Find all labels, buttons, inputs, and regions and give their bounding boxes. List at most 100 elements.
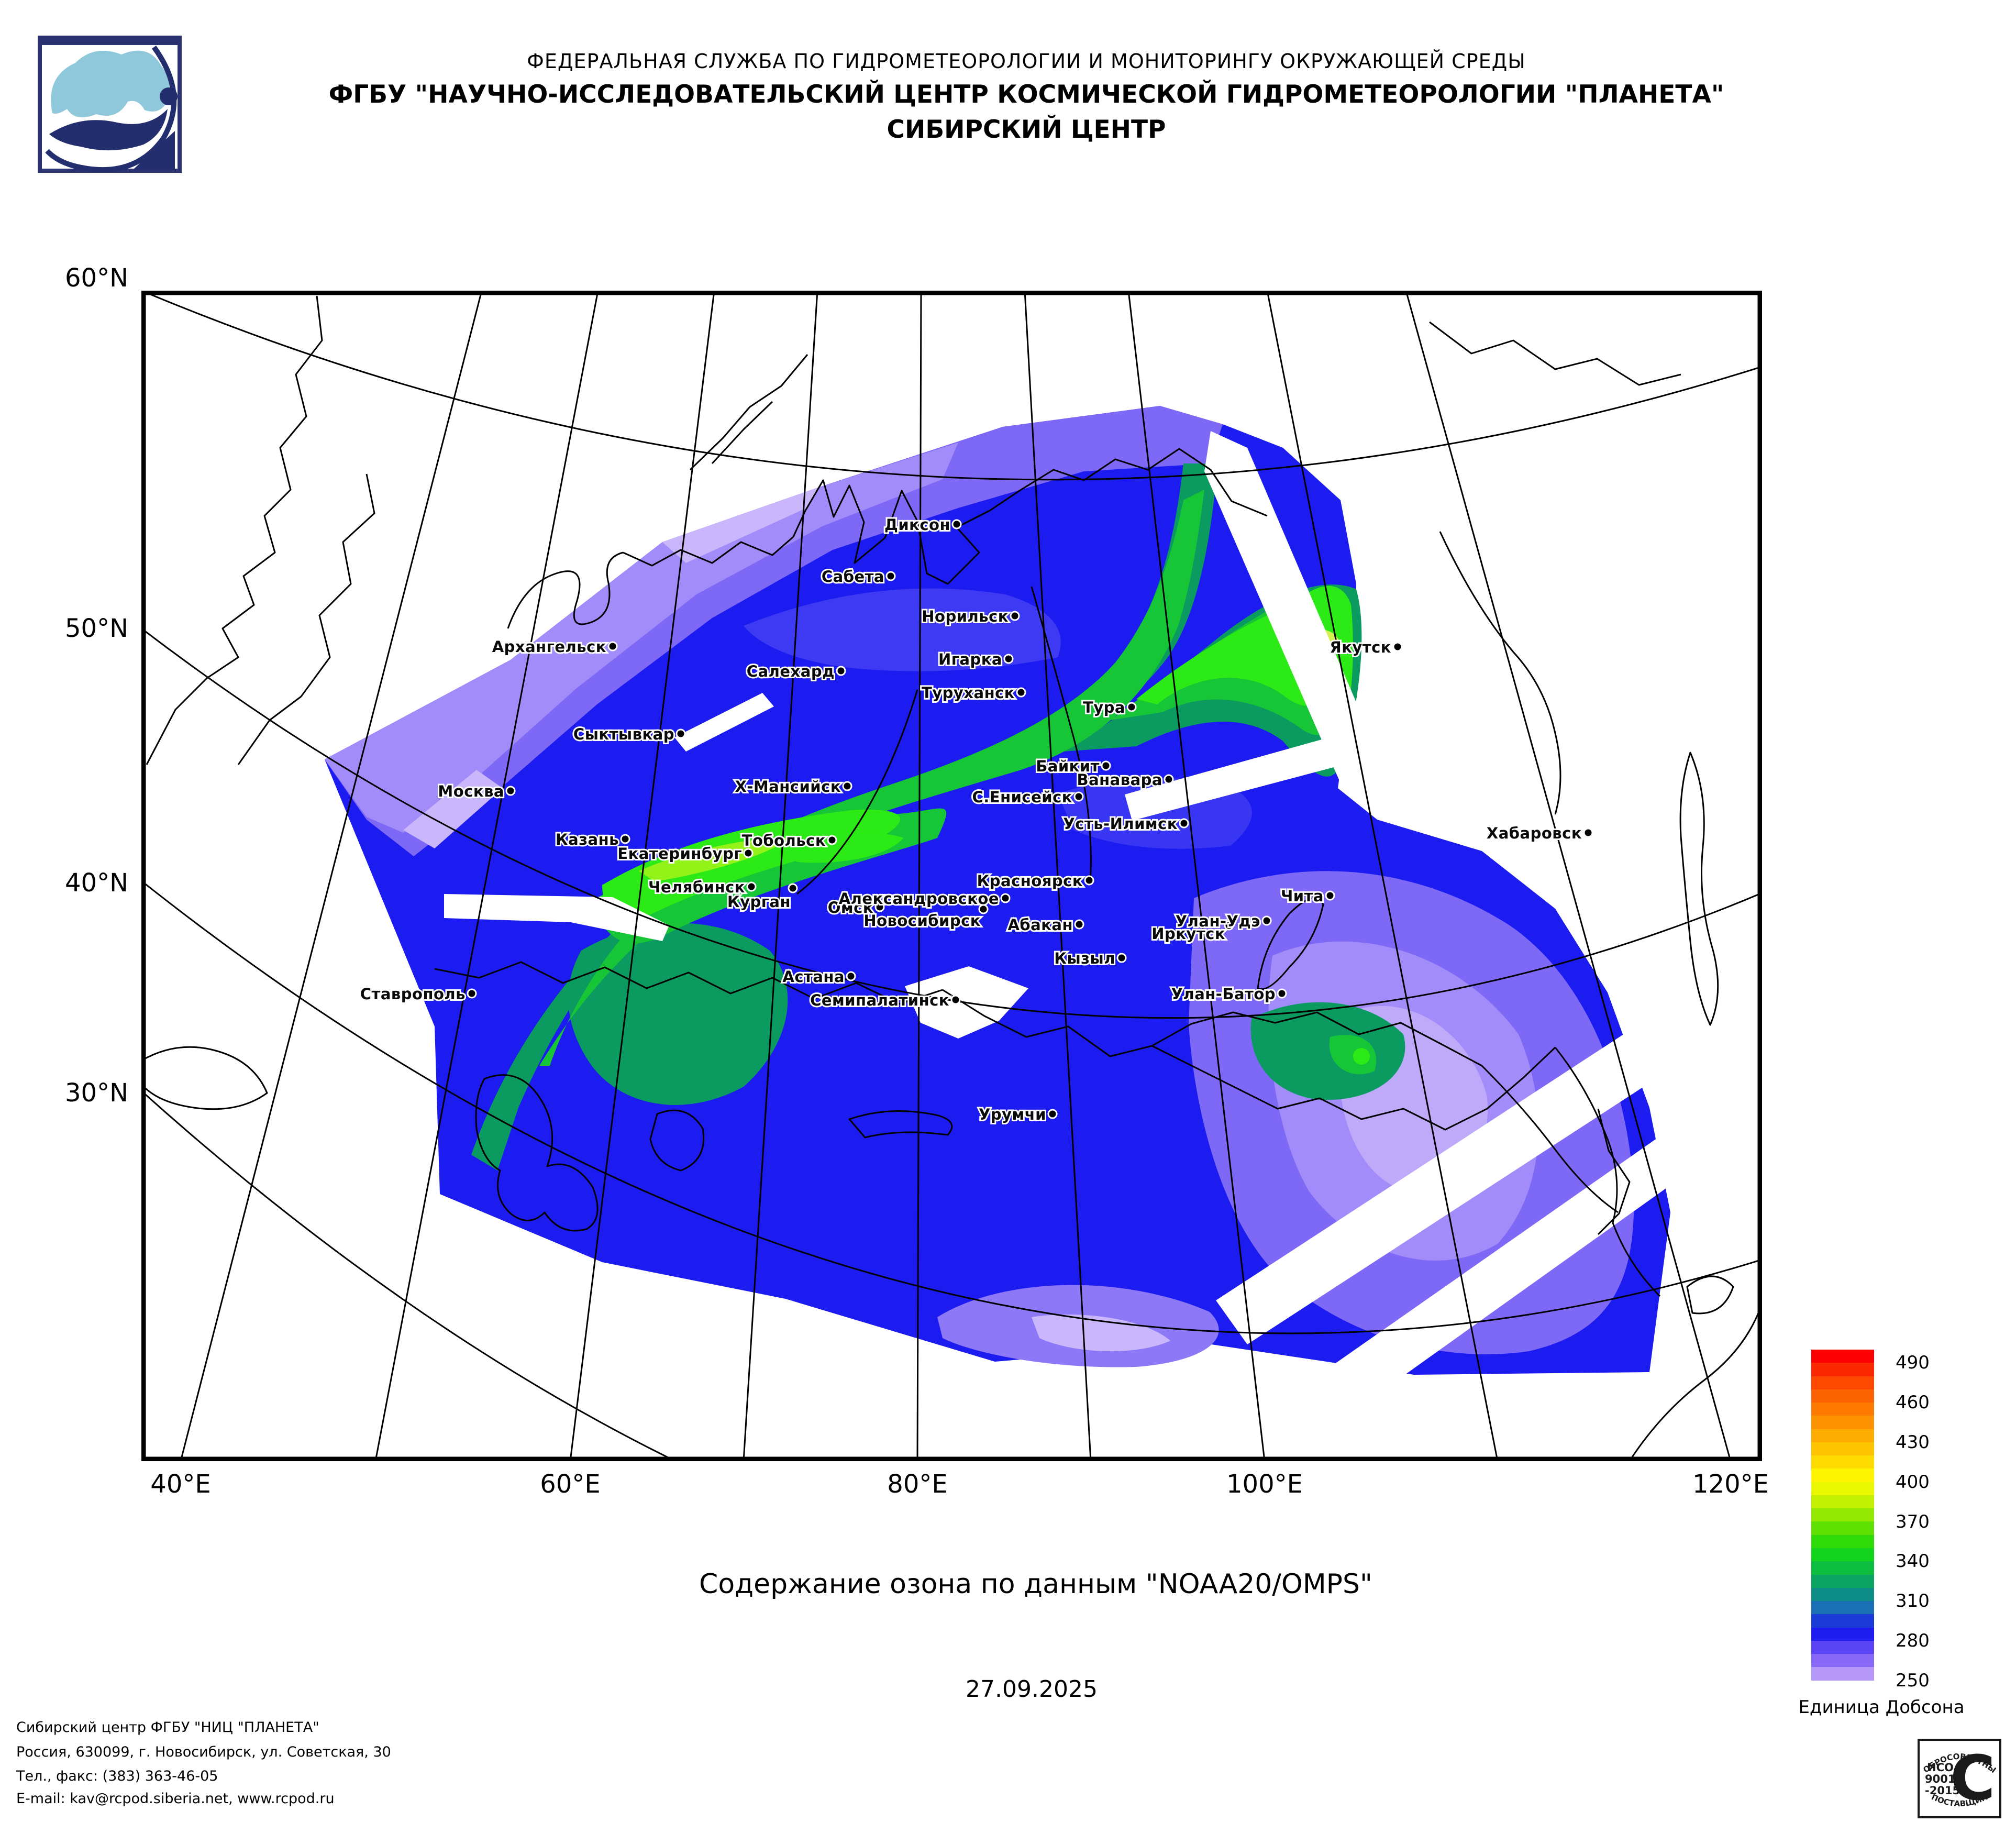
city-label: Игарка <box>938 650 1002 668</box>
colorbar-band <box>1811 1667 1874 1681</box>
city-dot <box>1101 760 1111 771</box>
city-label: Курган <box>727 893 791 911</box>
colorbar-band <box>1811 1640 1874 1654</box>
city-label: Александровское <box>839 890 999 908</box>
city-label: Казань <box>556 831 619 848</box>
city-label: Сабета <box>822 568 884 586</box>
logo-cloud <box>51 50 170 118</box>
iso-c-glyph: С <box>1950 1742 1996 1814</box>
logo-satellite-dot <box>160 87 178 105</box>
header-block: ФЕДЕРАЛЬНАЯ СЛУЖБА ПО ГИДРОМЕТЕОРОЛОГИИ … <box>37 50 2016 144</box>
footer-org: Сибирский центр ФГБУ "НИЦ "ПЛАНЕТА" <box>16 1719 319 1736</box>
legend-value-490: 490 <box>1896 1352 1930 1374</box>
colorbar-band <box>1811 1376 1874 1389</box>
city-label: Астана <box>782 968 845 986</box>
city-dot <box>620 834 630 844</box>
lon-label-40°E: 40°E <box>150 1470 211 1499</box>
city-label: Урумчи <box>979 1106 1046 1123</box>
swath-gaps <box>444 431 1722 1412</box>
city-dot <box>1126 702 1137 712</box>
colorbar-band <box>1811 1429 1874 1442</box>
city-dot <box>836 666 846 676</box>
city-dot <box>1000 893 1011 903</box>
city-label: Норильск <box>922 608 1009 625</box>
city-dot <box>978 904 989 914</box>
city-dot <box>467 988 477 999</box>
city-dot <box>743 848 754 858</box>
city-dot <box>1016 687 1026 698</box>
city-dot <box>1583 827 1593 838</box>
lat-label-60°N: 60°N <box>65 263 128 293</box>
legend-value-400: 400 <box>1896 1471 1930 1493</box>
map-date: 27.09.2025 <box>966 1676 1098 1703</box>
graticule <box>141 291 1762 1461</box>
city-label: Х-Мансийск <box>735 778 841 796</box>
legend-value-460: 460 <box>1896 1392 1930 1414</box>
colorbar-band <box>1811 1389 1874 1403</box>
logo-wave <box>49 109 168 151</box>
city-dot <box>1116 953 1127 963</box>
city-label: Усть-Илимск <box>1063 815 1178 833</box>
city-dot <box>1261 915 1272 926</box>
colorbar-band <box>1811 1403 1874 1416</box>
city-dot <box>846 971 856 981</box>
colorbar-band <box>1811 1534 1874 1548</box>
lon-label-80°E: 80°E <box>887 1470 948 1499</box>
footer-phone: Тел., факс: (383) 363-46-05 <box>16 1768 218 1784</box>
colorbar-band <box>1811 1627 1874 1641</box>
colorbar-band <box>1811 1482 1874 1495</box>
colorbar-band <box>1811 1416 1874 1429</box>
colorbar-band <box>1811 1350 1874 1363</box>
colorbar-band <box>1811 1654 1874 1668</box>
iso-standard-line1: ИСО <box>1927 1761 1954 1774</box>
city-label: Омск <box>828 899 873 916</box>
colorbar-band <box>1811 1468 1874 1482</box>
city-label: Челябинск <box>648 878 745 896</box>
footer-address: Россия, 630099, г. Новосибирск, ул. Сове… <box>16 1744 391 1760</box>
city-label: Тобольск <box>742 832 826 849</box>
city-label: Байкит <box>1036 757 1100 775</box>
legend-value-430: 430 <box>1896 1431 1930 1453</box>
city-dot <box>1224 920 1234 931</box>
colorbar-band <box>1811 1521 1874 1535</box>
colorbar-band <box>1811 1561 1874 1575</box>
ozone-map: Диксон Сабета Норильск Архангельск Игарка Сал… <box>141 291 1762 1461</box>
city-dot <box>1073 791 1084 802</box>
city-dot <box>874 902 885 912</box>
colorbar-band <box>1811 1587 1874 1602</box>
colorbar-band <box>1811 1548 1874 1562</box>
city-label: Иркутск <box>1151 925 1225 943</box>
logo-orbit <box>45 46 177 173</box>
lat-label-50°N: 50°N <box>65 614 128 643</box>
city-dot <box>950 995 961 1005</box>
city-label: Екатеринбург <box>617 845 742 863</box>
lon-label-100°E: 100°E <box>1226 1470 1303 1499</box>
city-label: Абакан <box>1007 916 1073 934</box>
colorbar-band <box>1811 1363 1874 1376</box>
lat-label-30°N: 30°N <box>65 1078 128 1108</box>
colorbar-band <box>1811 1455 1874 1469</box>
city-label: Салехард <box>747 662 835 680</box>
city-label: Диксон <box>884 516 950 534</box>
org-center-name: ФГБУ "НАУЧНО-ИССЛЕДОВАТЕЛЬСКИЙ ЦЕНТР КОС… <box>328 80 1724 109</box>
colorbar-band <box>1811 1614 1874 1628</box>
lon-label-60°E: 60°E <box>540 1470 601 1499</box>
legend-value-280: 280 <box>1896 1630 1930 1652</box>
city-label: Улан-Удэ <box>1176 912 1260 930</box>
colorbar-band <box>1811 1601 1874 1615</box>
city-label: Красноярск <box>977 872 1083 890</box>
legend-colorbar <box>1811 1350 1874 1681</box>
city-dot <box>1277 988 1287 999</box>
colorbar-band <box>1811 1495 1874 1509</box>
city-label: Москва <box>438 782 504 800</box>
city-label: Хабаровск <box>1487 824 1582 842</box>
city-label: Ванавара <box>1077 771 1162 789</box>
city-dot <box>746 881 757 892</box>
city-label: Ставрополь <box>360 985 466 1003</box>
legend-unit-label: Единица Добсона <box>1798 1697 1965 1718</box>
legend-value-310: 310 <box>1896 1591 1930 1612</box>
city-markers: Диксон Сабета Норильск Архангельск Игарка Сал… <box>359 514 1593 1125</box>
city-dot <box>1047 1109 1058 1119</box>
map-title: Содержание озона по данным "NOAA20/OMPS" <box>699 1569 1372 1600</box>
city-dot <box>1084 875 1094 886</box>
